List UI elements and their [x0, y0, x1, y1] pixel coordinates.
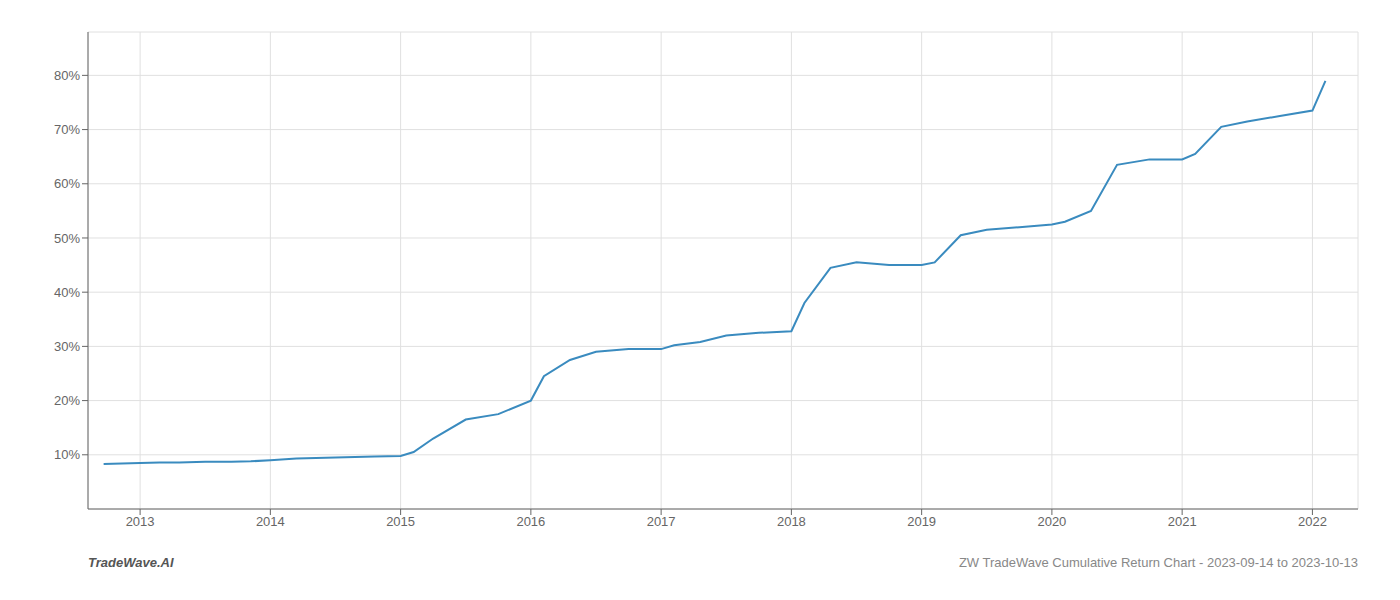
svg-text:30%: 30% — [54, 339, 80, 354]
svg-text:20%: 20% — [54, 393, 80, 408]
svg-text:2016: 2016 — [516, 514, 545, 529]
svg-text:2014: 2014 — [256, 514, 285, 529]
svg-text:50%: 50% — [54, 231, 80, 246]
svg-text:2013: 2013 — [126, 514, 155, 529]
html-text:TradeWave.AI: TradeWave.AI — [88, 555, 174, 570]
svg-text:10%: 10% — [54, 447, 80, 462]
svg-text:80%: 80% — [54, 68, 80, 83]
html-text:ZW TradeWave Cumulative Return: ZW TradeWave Cumulative Return Chart - 2… — [958, 555, 1358, 570]
svg-text:2019: 2019 — [907, 514, 936, 529]
svg-text:2015: 2015 — [386, 514, 415, 529]
svg-text:40%: 40% — [54, 285, 80, 300]
svg-text:2018: 2018 — [777, 514, 806, 529]
svg-text:2021: 2021 — [1168, 514, 1197, 529]
svg-text:2022: 2022 — [1298, 514, 1327, 529]
svg-text:70%: 70% — [54, 122, 80, 137]
svg-text:2020: 2020 — [1037, 514, 1066, 529]
svg-text:2017: 2017 — [647, 514, 676, 529]
svg-text:60%: 60% — [54, 176, 80, 191]
